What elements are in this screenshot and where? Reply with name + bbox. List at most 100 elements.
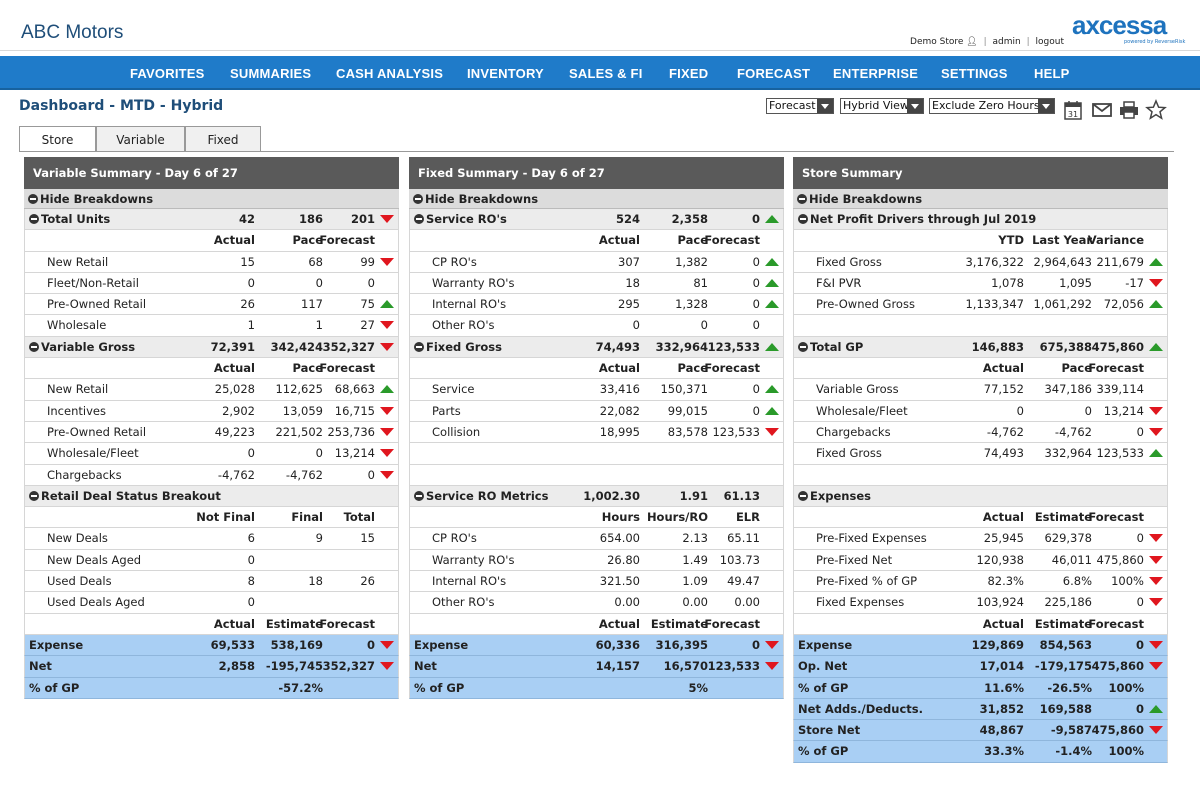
collapse-icon[interactable] (414, 490, 424, 501)
tab-store[interactable]: Store (19, 126, 96, 152)
table-row: Fixed Gross 3,176,322 2,964,643 211,679 (793, 251, 1168, 273)
nav-sales-fi[interactable]: SALES & FI (569, 66, 643, 81)
section-row[interactable]: Service RO's 524 2,358 0 (409, 209, 784, 231)
cell-value: 33,416 (599, 382, 640, 397)
collapse-icon[interactable] (798, 214, 808, 224)
cell-value: 352,327 (322, 339, 375, 354)
cell-value: 2.13 (682, 531, 708, 546)
hide-breakdowns-toggle[interactable]: Hide Breakdowns (793, 189, 1168, 209)
column-header: ELR (735, 510, 760, 525)
nav-enterprise[interactable]: ENTERPRISE (833, 66, 919, 81)
cell-value: 0 (1136, 595, 1144, 610)
nav-cash-analysis[interactable]: CASH ANALYSIS (336, 66, 444, 81)
tab-fixed[interactable]: Fixed (185, 126, 261, 152)
cell-value: 60,336 (595, 637, 640, 652)
trend-down-icon (765, 640, 779, 650)
row-label: New Retail (47, 382, 109, 397)
tab-variable[interactable]: Variable (96, 126, 185, 152)
favorite-star-icon[interactable] (1145, 99, 1167, 121)
trend-up-icon (765, 215, 779, 224)
trend-up-icon (765, 385, 779, 394)
row-label: Fixed Expenses (816, 595, 905, 610)
username-link[interactable]: admin (992, 37, 1021, 47)
row-label: Expense (798, 637, 853, 652)
table-row: Chargebacks -4,762 -4,762 0 (793, 421, 1168, 444)
nav-forecast[interactable]: FORECAST (737, 66, 811, 81)
collapse-icon[interactable] (29, 341, 39, 352)
column-header-row: Actual Estimate Forecast (793, 507, 1168, 529)
section-row[interactable]: Total Units 42 186 201 (24, 209, 399, 231)
row-label: Net Profit Drivers through Jul 2019 (810, 212, 1037, 226)
cell-value: 72,056 (1103, 297, 1144, 312)
section-row[interactable]: Net Profit Drivers through Jul 2019 (793, 209, 1168, 231)
table-row (409, 443, 784, 465)
logout-link[interactable]: logout (1035, 37, 1064, 47)
cell-value: 339,114 (1096, 382, 1144, 397)
row-label: Incentives (47, 403, 106, 418)
table-row: Pre-Fixed Net 120,938 46,011 475,860 (793, 549, 1168, 572)
user-bar: Demo Store 👤︎ | admin | logout (910, 37, 1064, 47)
collapse-icon[interactable] (798, 490, 808, 501)
trend-up-icon (1149, 300, 1163, 309)
cell-value: 49,223 (214, 424, 255, 439)
collapse-icon[interactable] (29, 490, 39, 501)
table-row (793, 464, 1168, 486)
summary-row: Store Net 48,867 -9,587 475,860 (793, 720, 1168, 742)
row-label: % of GP (798, 744, 849, 759)
table-row: Variable Gross 77,152 347,186 339,114 (793, 379, 1168, 401)
print-icon[interactable] (1118, 99, 1140, 121)
hybrid-view-select[interactable]: Hybrid View (840, 98, 924, 114)
nav-inventory[interactable]: INVENTORY (467, 66, 544, 81)
main-nav: FAVORITES SUMMARIES CASH ANALYSIS INVENT… (0, 56, 1200, 90)
email-icon[interactable] (1091, 99, 1113, 121)
section-row[interactable]: Retail Deal Status Breakout (24, 485, 399, 508)
collapse-icon[interactable] (798, 341, 808, 352)
trend-up-icon (765, 406, 779, 416)
table-row: Fixed Expenses 103,924 225,186 0 (793, 592, 1168, 614)
section-row[interactable]: Total GP 146,883 675,388 475,860 (793, 336, 1168, 359)
table-row: CP RO's 307 1,382 0 (409, 251, 784, 273)
store-selector[interactable]: Demo Store (910, 37, 964, 47)
column-header: Actual (598, 233, 640, 248)
collapse-icon[interactable] (29, 214, 39, 224)
section-row[interactable]: Fixed Gross 74,493 332,964 123,533 (409, 336, 784, 359)
column-header-row: Hours Hours/RO ELR (409, 507, 784, 529)
cell-value: 0 (1135, 701, 1144, 716)
nav-fixed[interactable]: FIXED (669, 66, 709, 81)
collapse-icon[interactable] (414, 214, 424, 224)
trend-down-icon (1149, 598, 1163, 607)
cell-value: 82.3% (987, 574, 1024, 589)
trend-up-icon (380, 300, 394, 309)
collapse-icon[interactable] (414, 341, 424, 352)
trend-down-icon (380, 640, 394, 650)
nav-settings[interactable]: SETTINGS (941, 66, 1008, 81)
nav-help[interactable]: HELP (1034, 66, 1070, 81)
cell-value: 332,964 (655, 339, 708, 354)
table-row: Pre-Fixed % of GP 82.3% 6.8% 100% (793, 571, 1168, 593)
cell-value: 0 (366, 637, 375, 652)
zero-hours-select[interactable]: Exclude Zero Hours (929, 98, 1055, 114)
table-row: CP RO's 654.00 2.13 65.11 (409, 528, 784, 550)
cell-value: 1 (247, 318, 255, 333)
cell-value: 18,995 (599, 424, 640, 439)
cell-value: -179,175 (1034, 659, 1092, 674)
row-label: Fixed Gross (816, 446, 882, 461)
cell-value: 0 (752, 318, 760, 333)
forecast-select[interactable]: Forecast (766, 98, 834, 114)
cell-value: 6.8% (1062, 574, 1092, 589)
table-row: Chargebacks -4,762 -4,762 0 (24, 464, 399, 486)
calendar-icon[interactable]: 31 (1063, 99, 1085, 121)
section-row[interactable]: Variable Gross 72,391 342,424 352,327 (24, 336, 399, 359)
cell-value: 25,028 (214, 382, 255, 397)
cell-value: 42 (238, 212, 255, 226)
cell-value: 16,715 (334, 403, 375, 418)
section-row[interactable]: Expenses (793, 485, 1168, 508)
section-row[interactable]: Service RO Metrics 1,002.30 1.91 61.13 (409, 485, 784, 508)
hide-breakdowns-toggle[interactable]: Hide Breakdowns (24, 189, 399, 209)
nav-summaries[interactable]: SUMMARIES (230, 66, 312, 81)
panel-title: Variable Summary - Day 6 of 27 (24, 157, 399, 189)
nav-favorites[interactable]: FAVORITES (130, 66, 205, 81)
hide-breakdowns-toggle[interactable]: Hide Breakdowns (409, 189, 784, 209)
cell-value: 13,214 (334, 446, 375, 461)
cell-value: 100% (1111, 574, 1144, 589)
